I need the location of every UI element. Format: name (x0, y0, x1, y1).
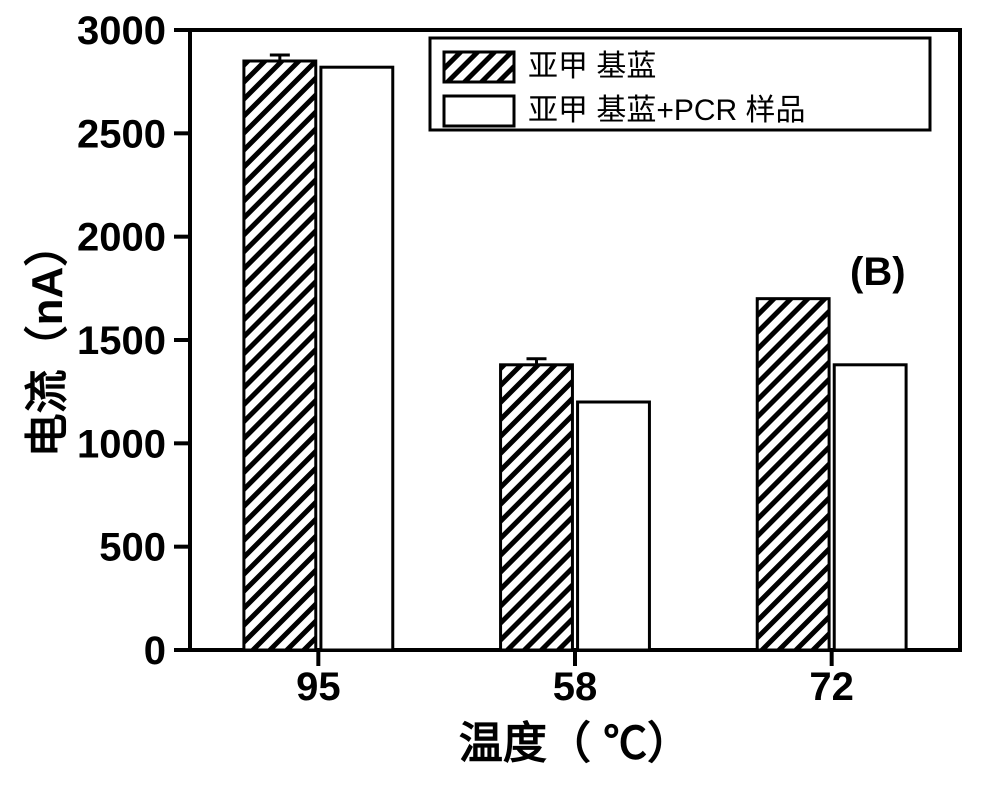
chart-container: 0 500 1000 1500 2000 2500 3000 95 58 72 电流（nA） 温度（ … (0, 0, 1000, 785)
bar-empty (321, 67, 393, 650)
x-tick-label: 95 (296, 665, 341, 709)
legend-swatch (444, 96, 514, 126)
y-tick-label: 2500 (77, 112, 166, 156)
bar-hatched (501, 365, 573, 650)
y-tick-label: 3000 (77, 9, 166, 53)
bar-hatched (244, 61, 316, 650)
y-tick-label: 2000 (77, 216, 166, 260)
y-axis-title: 电流（nA） (23, 223, 72, 458)
legend-swatch (444, 52, 514, 82)
bar-empty (834, 365, 906, 650)
y-tick-label: 1500 (77, 319, 166, 363)
chart-svg: 0 500 1000 1500 2000 2500 3000 95 58 72 电流（nA） 温度（ … (0, 0, 1000, 785)
bar-empty (578, 402, 650, 650)
legend-label: 亚甲 基蓝+PCR 样品 (528, 94, 806, 127)
x-tick-label: 58 (553, 665, 598, 709)
x-axis-title: 温度（ ℃） (459, 719, 691, 768)
x-tick-label: 72 (809, 665, 854, 709)
y-tick-label: 0 (144, 629, 166, 673)
panel-label: (B) (850, 250, 906, 294)
y-tick-label: 500 (99, 526, 166, 570)
bar-hatched (757, 299, 829, 650)
y-tick-label: 1000 (77, 422, 166, 466)
legend-label: 亚甲 基蓝 (528, 50, 656, 83)
